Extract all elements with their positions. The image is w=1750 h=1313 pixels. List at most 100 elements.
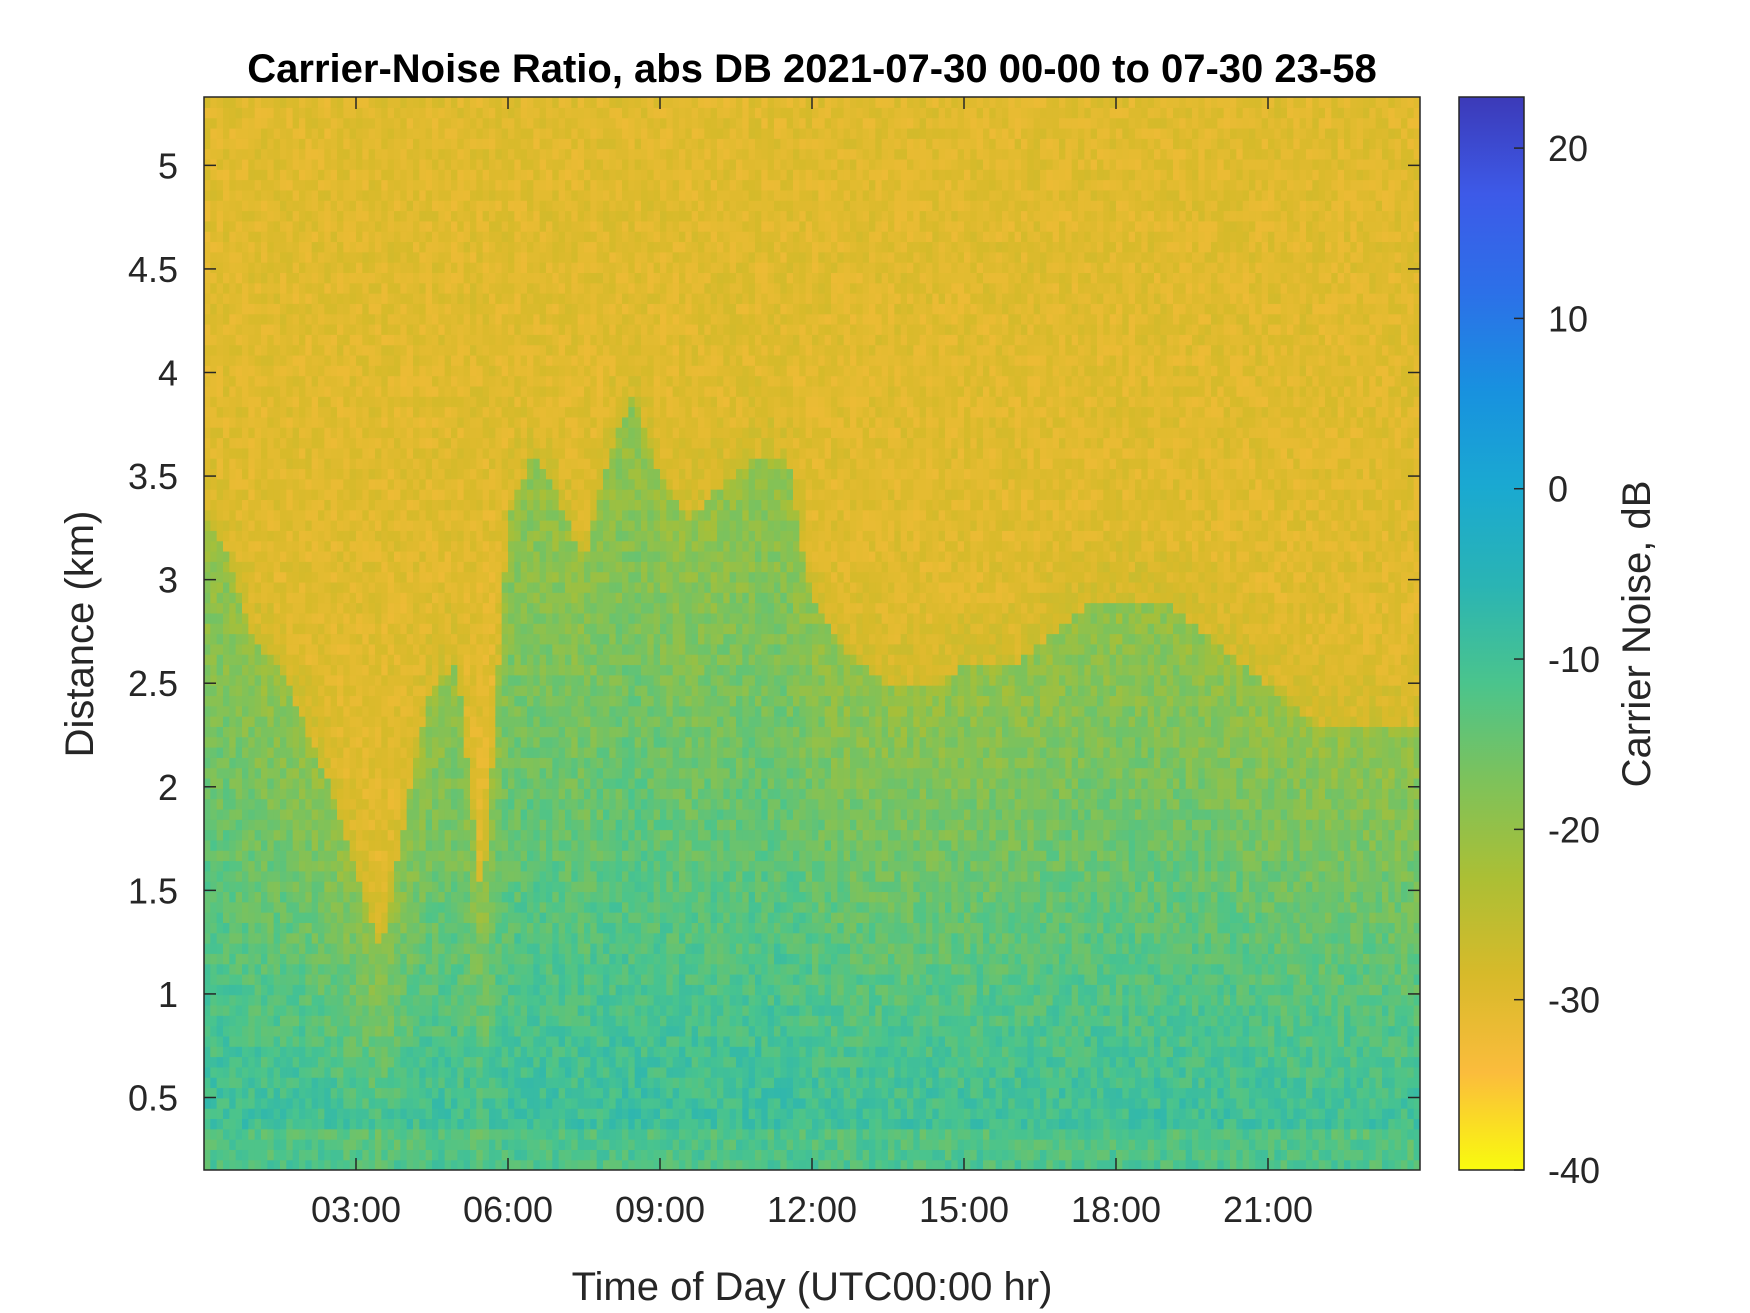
heatmap-cell xyxy=(255,262,262,273)
heatmap-cell xyxy=(445,572,452,583)
heatmap-cell xyxy=(324,417,331,428)
heatmap-cell xyxy=(242,407,249,418)
heatmap-cell xyxy=(470,1087,477,1098)
heatmap-cell xyxy=(331,799,338,810)
heatmap-cell xyxy=(362,1057,369,1068)
heatmap-cell xyxy=(293,1067,300,1078)
heatmap-cell xyxy=(261,159,268,170)
heatmap-cell xyxy=(426,726,433,737)
heatmap-cell xyxy=(438,468,445,479)
heatmap-cell xyxy=(451,386,458,397)
heatmap-cell xyxy=(350,530,357,541)
heatmap-cell xyxy=(261,984,268,995)
heatmap-cell xyxy=(407,902,414,913)
heatmap-cell xyxy=(210,644,217,655)
heatmap-cell xyxy=(331,582,338,593)
heatmap-cell xyxy=(445,933,452,944)
heatmap-cell xyxy=(242,376,249,387)
heatmap-cell xyxy=(286,623,293,634)
heatmap-cell xyxy=(419,1067,426,1078)
heatmap-cell xyxy=(438,149,445,160)
heatmap-cell xyxy=(502,283,509,294)
heatmap-cell xyxy=(432,757,439,768)
heatmap-cell xyxy=(483,520,490,531)
heatmap-cell xyxy=(299,902,306,913)
heatmap-cell xyxy=(483,499,490,510)
heatmap-cell xyxy=(255,1015,262,1026)
heatmap-cell xyxy=(274,757,281,768)
heatmap-cell xyxy=(400,365,407,376)
heatmap-cell xyxy=(337,561,344,572)
heatmap-cell xyxy=(312,1087,319,1098)
heatmap-cell xyxy=(286,860,293,871)
heatmap-cell xyxy=(236,355,243,366)
heatmap-cell xyxy=(337,262,344,273)
heatmap-cell xyxy=(217,974,224,985)
heatmap-cell xyxy=(375,603,382,614)
heatmap-cell xyxy=(407,314,414,325)
heatmap-cell xyxy=(470,138,477,149)
heatmap-cell xyxy=(457,252,464,263)
heatmap-cell xyxy=(381,871,388,882)
heatmap-cell xyxy=(413,1098,420,1109)
heatmap-cell xyxy=(369,757,376,768)
heatmap-cell xyxy=(502,386,509,397)
heatmap-cell xyxy=(369,1067,376,1078)
heatmap-cell xyxy=(267,241,274,252)
heatmap-cell xyxy=(381,840,388,851)
heatmap-cell xyxy=(388,572,395,583)
heatmap-cell xyxy=(217,840,224,851)
heatmap-cell xyxy=(299,551,306,562)
heatmap-cell xyxy=(318,768,325,779)
heatmap-cell xyxy=(305,334,312,345)
heatmap-cell xyxy=(286,314,293,325)
heatmap-cell xyxy=(236,427,243,438)
heatmap-cell xyxy=(438,231,445,242)
heatmap-cell xyxy=(229,995,236,1006)
heatmap-cell xyxy=(267,417,274,428)
heatmap-cell xyxy=(229,541,236,552)
heatmap-cell xyxy=(343,747,350,758)
heatmap-cell xyxy=(413,541,420,552)
heatmap-cell xyxy=(274,149,281,160)
heatmap-cell xyxy=(413,1077,420,1088)
heatmap-cell xyxy=(400,974,407,985)
heatmap-cell xyxy=(343,417,350,428)
heatmap-cell xyxy=(419,128,426,139)
heatmap-cell xyxy=(274,778,281,789)
heatmap-cell xyxy=(267,128,274,139)
heatmap-cell xyxy=(350,407,357,418)
heatmap-cell xyxy=(248,881,255,892)
heatmap-cell xyxy=(476,221,483,232)
heatmap-cell xyxy=(394,396,401,407)
heatmap-cell xyxy=(369,943,376,954)
heatmap-cell xyxy=(394,97,401,108)
heatmap-cell xyxy=(438,499,445,510)
heatmap-cell xyxy=(255,953,262,964)
heatmap-cell xyxy=(400,850,407,861)
heatmap-cell xyxy=(362,200,369,211)
heatmap-cell xyxy=(204,272,211,283)
heatmap-cell xyxy=(229,386,236,397)
heatmap-cell xyxy=(394,613,401,624)
heatmap-cell xyxy=(502,1118,509,1129)
heatmap-cell xyxy=(464,644,471,655)
heatmap-cell xyxy=(242,623,249,634)
heatmap-cell xyxy=(394,891,401,902)
heatmap-cell xyxy=(299,706,306,717)
heatmap-cell xyxy=(489,262,496,273)
heatmap-cell xyxy=(426,314,433,325)
heatmap-cell xyxy=(445,1015,452,1026)
heatmap-cell xyxy=(280,303,287,314)
heatmap-cell xyxy=(280,799,287,810)
heatmap-cell xyxy=(286,468,293,479)
heatmap-cell xyxy=(356,551,363,562)
heatmap-cell xyxy=(483,902,490,913)
heatmap-cell xyxy=(438,1067,445,1078)
heatmap-cell xyxy=(350,159,357,170)
heatmap-cell xyxy=(248,520,255,531)
heatmap-cell xyxy=(261,654,268,665)
heatmap-cell xyxy=(223,943,230,954)
heatmap-cell xyxy=(324,365,331,376)
heatmap-cell xyxy=(210,293,217,304)
